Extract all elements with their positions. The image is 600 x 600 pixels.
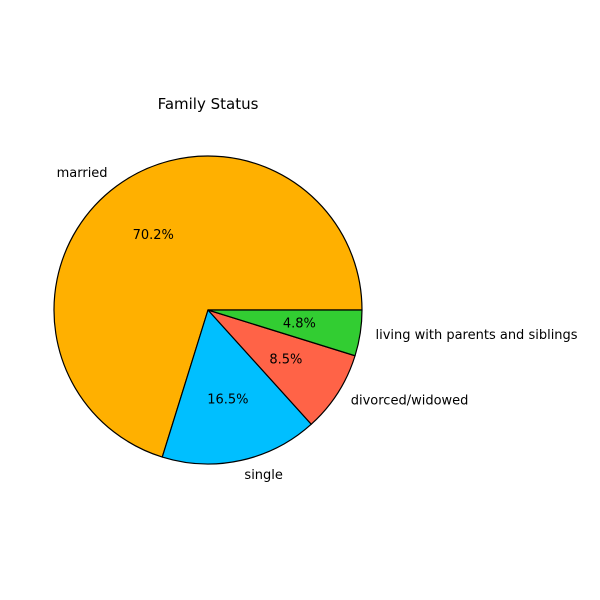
slice-label-single: single <box>244 468 282 483</box>
slice-label-married: married <box>57 166 108 181</box>
slice-labels: married 70.2% single 16.5% divorced/widowed 8… <box>57 166 578 483</box>
slice-percent-living-with-parents-and-siblings: 4.8% <box>283 316 316 331</box>
slice-percent-married: 70.2% <box>133 228 174 243</box>
slice-label-living-with-parents-and-siblings: living with parents and siblings <box>375 328 577 343</box>
pie-slices <box>53 155 363 465</box>
pie-slice-single <box>161 309 312 465</box>
slice-percent-single: 16.5% <box>207 393 248 408</box>
chart-title: Family Status <box>158 95 259 113</box>
slice-percent-divorced-widowed: 8.5% <box>269 352 302 367</box>
slice-label-divorced-widowed: divorced/widowed <box>351 394 469 409</box>
pie-slice-living-with-parents-and-siblings <box>207 309 363 357</box>
pie-slice-married <box>53 155 363 458</box>
